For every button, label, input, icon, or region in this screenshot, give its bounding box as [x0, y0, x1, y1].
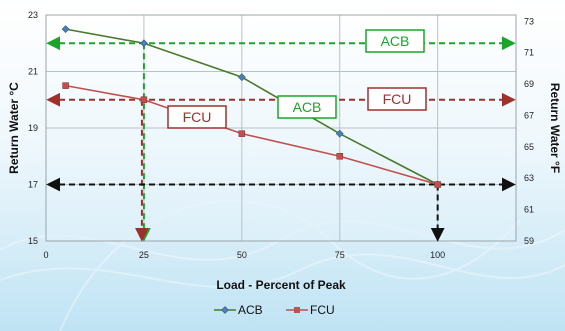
legend-item-acb: ACB	[214, 303, 263, 317]
y-axis-title-right: Return Water °F	[548, 83, 562, 173]
data-point-fcu	[336, 153, 343, 160]
series-layer	[61, 25, 442, 189]
y-tick-label-right: 67	[524, 110, 534, 120]
plot-frame	[45, 14, 517, 242]
legend-label: ACB	[238, 303, 263, 317]
data-point-acb	[335, 129, 344, 138]
y-tick-label-right: 71	[524, 48, 534, 58]
annotation-acb-label: ACB	[365, 29, 425, 53]
tick-labels: 0 25 50 75 100 15 17 19 21 23 59 61 63 65 67 69 71 73	[28, 10, 534, 260]
data-point-acb	[139, 39, 148, 48]
annotation-text: FCU	[183, 109, 212, 125]
y-tick-label-left: 15	[28, 236, 38, 246]
y-tick-label-right: 65	[524, 142, 534, 152]
y-tick-label-right: 69	[524, 79, 534, 89]
legend-marker	[294, 307, 300, 313]
legend-label: FCU	[310, 303, 335, 317]
y-tick-label-left: 23	[28, 10, 38, 20]
data-point-fcu	[238, 130, 246, 137]
x-tick-label: 100	[430, 250, 445, 260]
annotation-text: ACB	[381, 33, 410, 49]
legend-marker	[221, 306, 229, 314]
y-tick-label-left: 21	[28, 67, 38, 77]
x-tick-label: 50	[237, 250, 247, 260]
y-tick-label-left: 19	[28, 123, 38, 133]
data-point-fcu	[62, 82, 69, 89]
y-tick-label-right: 73	[524, 16, 534, 26]
y-axis-title-left: Return Water °C	[7, 82, 21, 174]
y-tick-label-left: 17	[28, 180, 38, 190]
data-point-acb	[61, 25, 70, 34]
annotation-labels: ACB FCU ACB FCU	[167, 29, 427, 129]
data-point-fcu	[434, 181, 441, 188]
y-tick-label-right: 59	[524, 236, 534, 246]
annotation-acb-label: ACB	[277, 95, 337, 119]
legend: ACB FCU	[214, 303, 335, 317]
x-tick-label: 0	[43, 250, 48, 260]
annotation-text: FCU	[383, 91, 412, 107]
annotation-fcu-label: FCU	[167, 105, 227, 129]
x-tick-label: 25	[139, 250, 149, 260]
y-tick-label-right: 63	[524, 173, 534, 183]
x-axis-title: Load - Percent of Peak	[216, 278, 346, 292]
x-tick-label: 75	[335, 250, 345, 260]
annotation-text: ACB	[293, 99, 322, 115]
annotation-fcu-label: FCU	[367, 87, 427, 111]
data-point-fcu	[140, 96, 148, 103]
legend-item-fcu: FCU	[286, 303, 335, 317]
data-point-acb	[237, 73, 246, 82]
y-tick-label-right: 61	[524, 205, 534, 215]
